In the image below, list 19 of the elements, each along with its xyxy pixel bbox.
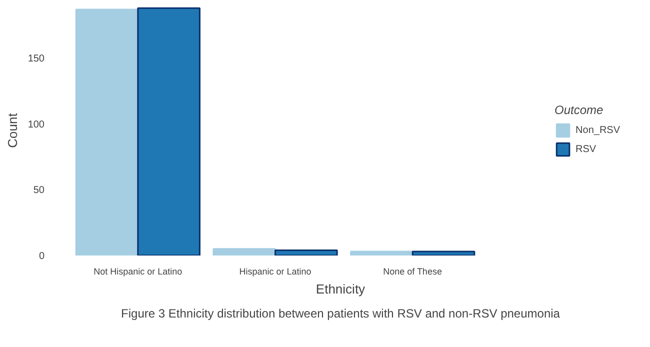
y-tick-label: 100: [28, 119, 45, 130]
legend-label: RSV: [576, 144, 596, 154]
bar: [137, 7, 200, 256]
bar: [274, 249, 338, 256]
caption: Figure 3 Ethnicity distribution between patients with RSV and non-RSV pneumonia: [121, 306, 560, 320]
y-tick-label: 0: [38, 251, 45, 262]
y-tick-label: 50: [33, 185, 45, 196]
bar: [412, 250, 476, 256]
x-tick-label: Not Hispanic or Latino: [94, 266, 182, 276]
x-axis-title: Ethnicity: [316, 282, 366, 296]
bar: [350, 250, 414, 256]
bar: [212, 248, 276, 256]
y-axis-title: Count: [4, 112, 20, 148]
bar: [75, 8, 139, 256]
x-tick-label: None of These: [383, 266, 442, 276]
legend-label: Non_RSV: [576, 124, 620, 136]
x-tick-label: Hispanic or Latino: [239, 266, 312, 276]
y-tick-label: 150: [28, 54, 45, 65]
legend-title: Outcome: [554, 103, 604, 117]
